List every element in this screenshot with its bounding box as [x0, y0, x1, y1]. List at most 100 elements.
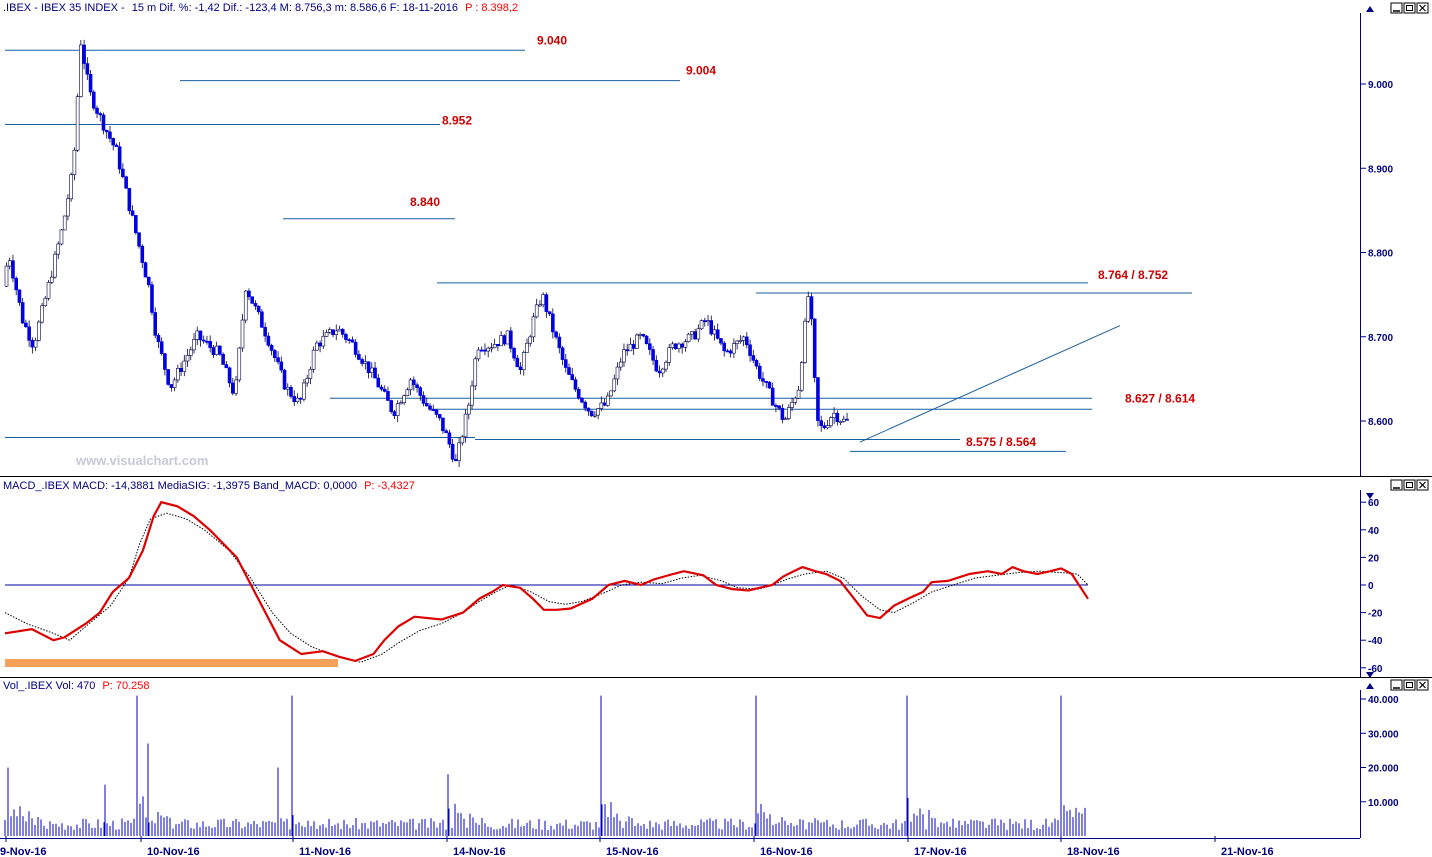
- restore-button[interactable]: [1403, 679, 1416, 691]
- candle-body: [353, 341, 358, 355]
- candle-body: [279, 361, 284, 371]
- candle-body: [483, 349, 487, 352]
- candle-body: [570, 374, 575, 380]
- level-labels: 9.040 9.004 8.952 8.840 8.764 / 8.752 8.627 /…: [410, 33, 1195, 449]
- candle-body: [819, 420, 823, 426]
- candle-body: [389, 400, 394, 412]
- x-tick-label: 18-Nov-16: [1067, 846, 1120, 857]
- candle-body: [230, 382, 235, 394]
- candle-body: [793, 397, 798, 403]
- candle-body: [593, 414, 597, 417]
- candle-body: [618, 361, 623, 368]
- candle-body: [615, 366, 620, 380]
- candle-body: [27, 326, 31, 341]
- candle-body: [69, 174, 73, 200]
- candle-body: [240, 319, 245, 349]
- candle-body: [211, 347, 216, 355]
- candle-body: [586, 407, 591, 412]
- candle-body: [580, 397, 584, 403]
- candle-body: [492, 343, 497, 349]
- candle-body: [437, 414, 442, 419]
- candle-body: [534, 304, 539, 318]
- candle-body: [589, 410, 594, 417]
- candle-body: [547, 311, 552, 315]
- candle-body: [799, 362, 804, 391]
- macd-header-values: MACD_.IBEX MACD: -14,3881 MediaSIG: -1,3…: [3, 480, 357, 492]
- x-tick-label: 10-Nov-16: [147, 846, 200, 857]
- candle-body: [803, 320, 807, 363]
- price-header-p: P : 8.398,2: [465, 2, 518, 14]
- candle-body: [651, 349, 655, 361]
- candle-body: [457, 442, 461, 462]
- candle-body: [101, 114, 106, 131]
- candle-body: [395, 403, 400, 416]
- scroll-down-icon[interactable]: [1366, 493, 1374, 499]
- candle-body: [654, 359, 659, 372]
- candle-body: [334, 330, 339, 336]
- candle-body: [702, 320, 707, 323]
- candle-body: [108, 131, 112, 139]
- volume-header-values: Vol_.IBEX Vol: 470: [3, 680, 95, 692]
- candle-body: [735, 340, 739, 344]
- candle-body: [683, 341, 688, 348]
- scroll-down-icon[interactable]: [1366, 672, 1374, 678]
- candle-body: [690, 331, 694, 335]
- y-tick-label: 8.600: [1368, 417, 1393, 428]
- price-header-symbol: .IBEX - IBEX 35 INDEX -: [3, 2, 125, 14]
- candle-body: [111, 138, 115, 146]
- candle-body: [224, 364, 229, 369]
- candle-body: [635, 334, 639, 349]
- restore-button[interactable]: [1403, 479, 1416, 491]
- price-y-ticks: 9.000 8.900 8.800 8.700 8.600: [1360, 80, 1393, 428]
- candle-body: [609, 390, 613, 397]
- minimize-button[interactable]: [1390, 479, 1403, 491]
- candle-body: [163, 353, 167, 370]
- candle-body: [185, 355, 190, 362]
- candle-body: [832, 412, 836, 419]
- candle-body: [150, 284, 154, 313]
- minimize-button[interactable]: [1390, 679, 1403, 691]
- close-icon: [1419, 481, 1426, 489]
- watermark: www.visualchart.com: [75, 453, 208, 468]
- restore-button[interactable]: [1403, 2, 1416, 14]
- minimize-button[interactable]: [1390, 2, 1403, 14]
- candle-body: [350, 339, 355, 343]
- y-tick-label: -60: [1368, 664, 1383, 675]
- price-header-stats: 15 m Dif. %: -1,42 Dif.: -123,4 M: 8.756…: [132, 2, 458, 14]
- candle-body: [412, 379, 416, 386]
- candle-body: [62, 215, 67, 231]
- candle-body: [198, 330, 203, 341]
- candle-body: [146, 276, 151, 286]
- candle-body: [567, 367, 571, 375]
- x-tick-label: 15-Nov-16: [606, 846, 659, 857]
- candle-body: [777, 405, 781, 409]
- macd-header-p: P: -3,4327: [364, 480, 415, 492]
- candle-body: [715, 329, 720, 339]
- candle-body: [104, 129, 109, 133]
- candle-body: [767, 381, 772, 389]
- macd-header: MACD_.IBEX MACD: -14,3881 MediaSIG: -1,3…: [3, 480, 415, 492]
- scroll-up-icon[interactable]: [1366, 6, 1374, 12]
- candle-body: [512, 348, 516, 359]
- level-label: 8.764 / 8.752: [1098, 268, 1168, 282]
- candle-body: [541, 294, 545, 306]
- candle-body: [573, 379, 578, 390]
- candle-body: [37, 321, 41, 341]
- restore-icon: [1406, 482, 1413, 488]
- candle-body: [75, 96, 80, 151]
- candle-body: [415, 384, 419, 388]
- candle-body: [66, 198, 70, 217]
- candle-body: [560, 347, 565, 360]
- candle-body: [670, 343, 675, 348]
- candle-body: [783, 418, 788, 421]
- candle-body: [218, 345, 222, 355]
- candle-body: [30, 340, 35, 348]
- candle-body: [450, 443, 455, 460]
- candle-body: [499, 335, 503, 347]
- candle-body: [829, 417, 833, 427]
- candle-body: [408, 379, 413, 391]
- scroll-up-icon[interactable]: [1366, 683, 1374, 689]
- candle-body: [460, 436, 465, 444]
- candle-body: [845, 418, 849, 421]
